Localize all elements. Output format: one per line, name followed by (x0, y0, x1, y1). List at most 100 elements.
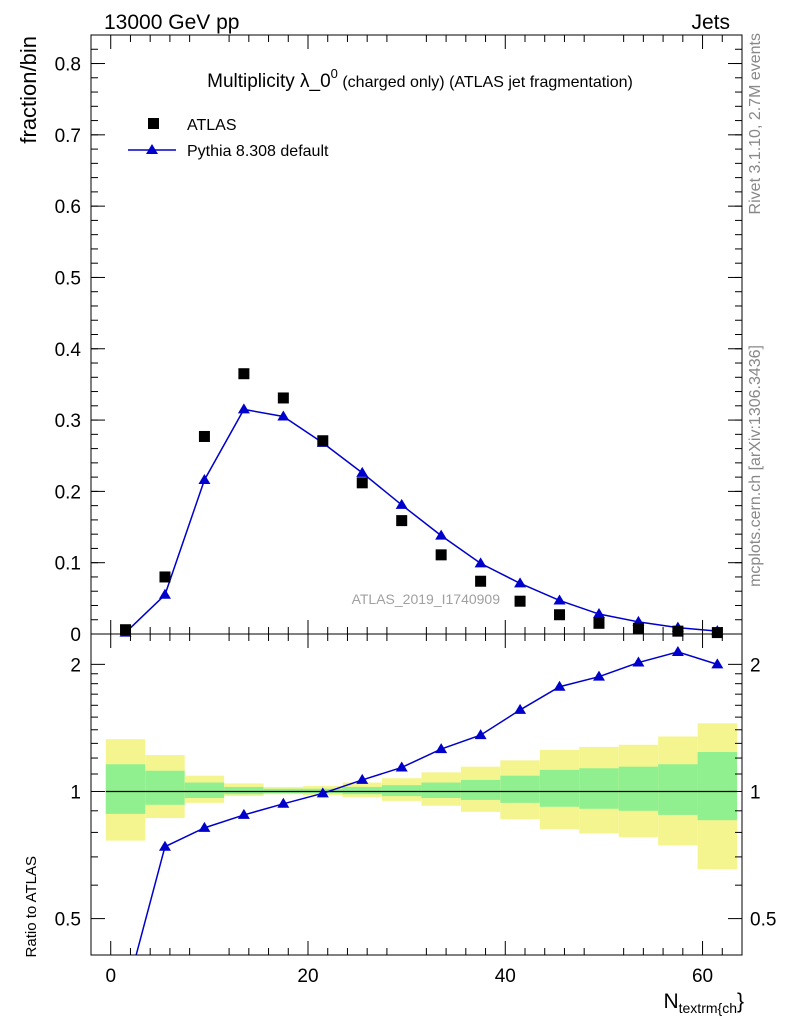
ratio-pythia-point (158, 840, 171, 851)
atlas-point (435, 549, 447, 561)
atlas-point (277, 392, 289, 404)
atlas-point (593, 617, 605, 629)
ratio-pythia-point (395, 761, 408, 772)
atlas-point (159, 571, 171, 583)
ratio-ticks: 0.5 0.51 12 20 20 40 60 (55, 634, 776, 987)
ratio-y-tick-label-right: 2 (750, 655, 761, 676)
y-tick-label: 0.5 (55, 268, 81, 289)
x-tick-label: 0 (105, 966, 116, 987)
inner-band (460, 779, 501, 800)
atlas-point (475, 575, 487, 587)
inner-band (500, 775, 540, 803)
legend-atlas-label: ATLAS (187, 117, 237, 134)
ratio-pythia-point (198, 821, 211, 832)
plot-title-main: Multiplicity λ_0 (207, 71, 331, 92)
ratio-pythia-line (135, 651, 718, 955)
pythia-point (592, 608, 605, 619)
ratio-y-tick-label: 1 (70, 782, 81, 803)
y-tick-label: 0.6 (55, 197, 81, 218)
pythia-point (474, 557, 487, 568)
ratio-pythia-point (237, 808, 250, 819)
ratio-pythia-point (514, 703, 527, 714)
atlas-point (317, 435, 329, 447)
ratio-pythia-point (711, 658, 724, 669)
legend-atlas-marker (148, 118, 159, 129)
ratio-y-axis-label: Ratio to ATLAS (23, 856, 40, 957)
y-tick-label: 0.3 (55, 411, 81, 432)
ratio-plot: 0.5 0.51 12 20 20 40 60 Ratio to ATLAS Ntextrm… (23, 633, 776, 1016)
inner-band (381, 785, 422, 797)
ratio-y-tick-label: 0.5 (55, 910, 81, 931)
legend: ATLAS Pythia 8.308 default (128, 117, 329, 160)
pythia-point (395, 498, 408, 509)
inner-band (658, 764, 698, 815)
ratio-pythia-point (553, 680, 566, 691)
y-axis-label: fraction/bin (16, 36, 41, 144)
inner-band (342, 786, 382, 795)
atlas-point (120, 624, 132, 636)
y-tick-label: 0.8 (55, 55, 81, 76)
ratio-pythia-point (356, 773, 369, 784)
ratio-plot-frame (90, 633, 743, 956)
y-tick-label: 0.1 (55, 554, 81, 575)
atlas-point (554, 609, 566, 621)
inner-band (539, 769, 580, 807)
atlas-point (396, 515, 408, 527)
ratio-series (135, 645, 724, 955)
y-tick-label: 0.7 (55, 126, 81, 147)
x-axis-label-main: N (663, 990, 678, 1013)
inner-band (224, 786, 264, 795)
pythia-point (237, 403, 250, 414)
pythia-point (277, 410, 290, 421)
x-tick-label: 40 (495, 966, 516, 987)
rivet-version-label: Rivet 3.1.10, 2.7M events (747, 33, 764, 214)
mcplots-credit-label: mcplots.cern.ch [arXiv:1306.3436] (747, 345, 764, 587)
analysis-watermark: ATLAS_2019_I1740909 (352, 591, 501, 607)
plot-title-rest: (charged only) (ATLAS jet fragmentation) (338, 74, 633, 91)
main-series (119, 368, 724, 639)
pythia-point (356, 466, 369, 477)
ratio-pythia-point (671, 645, 684, 656)
atlas-point (198, 430, 210, 442)
plot-title-sup: 0 (331, 66, 338, 81)
pythia-point (553, 594, 566, 605)
inner-band (618, 766, 659, 811)
energy-label: 13000 GeV pp (104, 11, 239, 34)
ratio-y-tick-label-right: 0.5 (750, 910, 776, 931)
atlas-point (711, 627, 723, 639)
ratio-pythia-point (316, 787, 329, 798)
pythia-point (158, 588, 171, 599)
ratio-pythia-point (592, 670, 605, 681)
pythia-point (198, 473, 211, 484)
ratio-pythia-point (435, 743, 448, 754)
inner-band (421, 782, 461, 799)
inner-band (579, 768, 619, 809)
pythia-line (125, 408, 718, 634)
y-tick-label: 0.4 (55, 340, 82, 361)
ratio-pythia-point (277, 797, 290, 808)
atlas-point (672, 625, 684, 637)
x-tick-label: 60 (692, 966, 713, 987)
x-axis-label-sub: textrm{ch (679, 1000, 737, 1016)
legend-pythia-label: Pythia 8.308 default (187, 143, 329, 160)
x-tick-label: 20 (297, 966, 318, 987)
y-tick-label: 0.2 (55, 482, 81, 503)
process-label: Jets (691, 11, 730, 34)
x-axis-label-close: } (737, 990, 744, 1013)
pythia-point (435, 529, 448, 540)
ratio-y-tick-label: 2 (70, 655, 81, 676)
ratio-pythia-point (474, 729, 487, 740)
main-plot: fraction/bin 0 0.1 0.2 0.3 0.4 0.5 0.6 0.7 0.8 M… (16, 34, 743, 646)
inner-band (145, 770, 185, 805)
ratio-uncertainty-bands (105, 723, 738, 870)
inner-band (184, 782, 225, 799)
inner-band (105, 764, 146, 814)
atlas-point (356, 477, 368, 489)
legend-pythia-marker (146, 144, 158, 154)
inner-band (697, 752, 738, 821)
pythia-point (514, 577, 527, 588)
atlas-point (632, 622, 644, 634)
y-tick-label: 0 (70, 625, 81, 646)
plot-title: Multiplicity λ_00 (charged only) (ATLAS … (207, 66, 633, 92)
